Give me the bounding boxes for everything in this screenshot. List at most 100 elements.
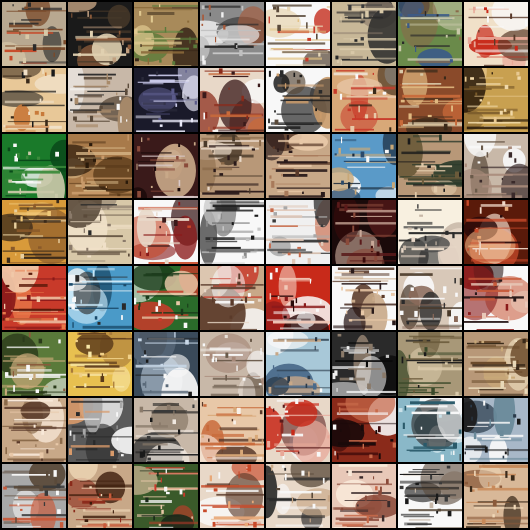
sample-image-tile — [68, 266, 132, 330]
sample-image-tile — [266, 464, 330, 528]
sample-image-tile — [2, 68, 66, 132]
sample-image-tile — [2, 134, 66, 198]
sample-image — [134, 332, 198, 396]
sample-image-tile — [332, 332, 396, 396]
sample-image-tile — [134, 134, 198, 198]
sample-image — [134, 2, 198, 66]
sample-image-tile — [134, 2, 198, 66]
sample-image-tile — [332, 200, 396, 264]
sample-image-tile — [68, 68, 132, 132]
sample-image — [464, 464, 528, 528]
sample-image — [464, 200, 528, 264]
sample-image — [464, 398, 528, 462]
sample-image-tile — [266, 332, 330, 396]
sample-image-tile — [398, 464, 462, 528]
sample-image-tile — [200, 398, 264, 462]
sample-image — [68, 2, 132, 66]
sample-image — [2, 464, 66, 528]
sample-image-tile — [68, 398, 132, 462]
sample-image-tile — [134, 266, 198, 330]
sample-image-tile — [2, 266, 66, 330]
sample-image — [266, 332, 330, 396]
sample-image-tile — [332, 68, 396, 132]
sample-image-tile — [464, 134, 528, 198]
sample-image-tile — [266, 134, 330, 198]
sample-image-tile — [464, 266, 528, 330]
sample-image — [398, 68, 462, 132]
sample-image — [68, 398, 132, 462]
sample-image-tile — [266, 200, 330, 264]
sample-image-tile — [200, 68, 264, 132]
sample-image — [68, 464, 132, 528]
sample-image-tile — [2, 332, 66, 396]
sample-image — [134, 200, 198, 264]
sample-image-tile — [398, 398, 462, 462]
sample-image-tile — [332, 266, 396, 330]
sample-image-tile — [464, 2, 528, 66]
sample-image — [332, 134, 396, 198]
sample-image — [266, 68, 330, 132]
sample-image-tile — [200, 464, 264, 528]
sample-image-tile — [200, 266, 264, 330]
sample-image-tile — [68, 332, 132, 396]
sample-image — [68, 200, 132, 264]
sample-image — [134, 398, 198, 462]
sample-image-tile — [464, 332, 528, 396]
sample-image-tile — [68, 200, 132, 264]
sample-image — [200, 398, 264, 462]
sample-image — [68, 266, 132, 330]
sample-image — [266, 2, 330, 66]
sample-image-tile — [332, 2, 396, 66]
sample-image — [398, 200, 462, 264]
sample-image — [200, 68, 264, 132]
sample-image-tile — [134, 200, 198, 264]
sample-image — [134, 464, 198, 528]
sample-image — [134, 134, 198, 198]
sample-image-tile — [398, 2, 462, 66]
sample-image-tile — [398, 332, 462, 396]
sample-image-tile — [200, 332, 264, 396]
sample-image — [68, 134, 132, 198]
sample-image — [2, 200, 66, 264]
sample-image — [200, 464, 264, 528]
sample-image — [2, 266, 66, 330]
sample-image-tile — [398, 68, 462, 132]
sample-image — [332, 398, 396, 462]
sample-image-tile — [464, 398, 528, 462]
sample-image — [266, 200, 330, 264]
sample-image-tile — [200, 200, 264, 264]
sample-image — [200, 266, 264, 330]
sample-image-tile — [2, 2, 66, 66]
sample-image-tile — [266, 398, 330, 462]
sample-image-tile — [332, 464, 396, 528]
sample-image — [332, 464, 396, 528]
sample-image — [332, 2, 396, 66]
sample-image — [134, 68, 198, 132]
sample-image — [200, 2, 264, 66]
sample-image — [464, 2, 528, 66]
sample-image-tile — [2, 464, 66, 528]
sample-image — [266, 398, 330, 462]
sample-image-tile — [266, 266, 330, 330]
sample-image — [398, 2, 462, 66]
sample-image — [332, 200, 396, 264]
sample-image-tile — [68, 134, 132, 198]
sample-image — [464, 134, 528, 198]
sample-image — [2, 2, 66, 66]
sample-image — [332, 68, 396, 132]
sample-image-tile — [134, 398, 198, 462]
sample-image-tile — [134, 68, 198, 132]
sample-image-tile — [200, 134, 264, 198]
sample-image — [398, 266, 462, 330]
sample-image-tile — [398, 134, 462, 198]
sample-image-tile — [200, 2, 264, 66]
sample-image-tile — [266, 2, 330, 66]
sample-image-tile — [464, 200, 528, 264]
sample-image — [332, 266, 396, 330]
sample-image — [332, 332, 396, 396]
sample-image — [134, 266, 198, 330]
sample-image — [464, 266, 528, 330]
sample-image-tile — [332, 134, 396, 198]
sample-image — [398, 398, 462, 462]
